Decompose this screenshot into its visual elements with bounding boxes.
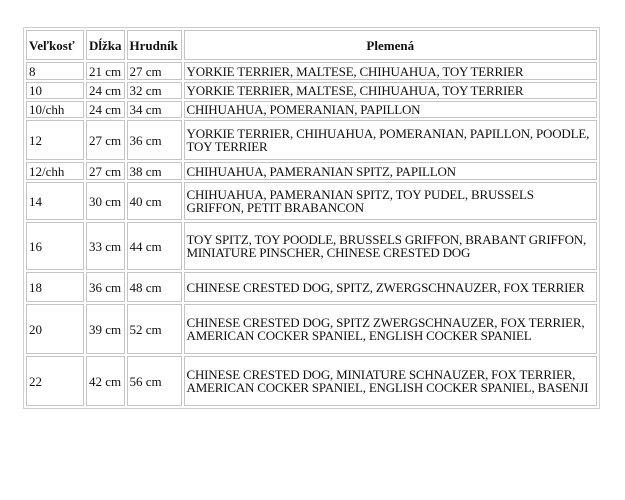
chest-cell: 48 cm xyxy=(126,272,182,302)
chest-cell: 27 cm xyxy=(126,62,182,80)
breeds-cell: TOY SPITZ, TOY POODLE, BRUSSELS GRIFFON,… xyxy=(183,222,597,270)
length-cell: 27 cm xyxy=(86,120,125,160)
table-row: 12 27 cm 36 cm YORKIE TERRIER, CHIHUAHUA, P… xyxy=(26,120,597,160)
size-cell: 10 xyxy=(26,82,84,99)
breeds-cell: CHIHUAHUA, POMERANIAN, PAPILLON xyxy=(183,101,597,118)
size-cell: 22 xyxy=(26,356,84,406)
chest-cell: 56 cm xyxy=(126,356,182,406)
size-cell: 12 xyxy=(26,120,84,160)
table-row: 8 21 cm 27 cm YORKIE TERRIER, MALTESE, CHIH… xyxy=(26,62,597,80)
size-cell: 10/chh xyxy=(26,101,84,118)
chest-cell: 36 cm xyxy=(126,120,182,160)
table-body: 8 21 cm 27 cm YORKIE TERRIER, MALTESE, CHIH… xyxy=(26,62,597,406)
chest-cell: 38 cm xyxy=(126,162,182,180)
breeds-cell: CHINESE CRESTED DOG, SPITZ ZWERGSCHNAUZE… xyxy=(183,304,597,354)
breeds-cell: YORKIE TERRIER, CHIHUAHUA, POMERANIAN, P… xyxy=(183,120,597,160)
header-row: Veľkosť Dĺžka Hrudník Plemená xyxy=(26,30,597,60)
table-row: 22 42 cm 56 cm CHINESE CRESTED DOG, MINIATU… xyxy=(26,356,597,406)
table-row: 20 39 cm 52 cm CHINESE CRESTED DOG, SPITZ Z… xyxy=(26,304,597,354)
length-cell: 42 cm xyxy=(86,356,125,406)
length-cell: 36 cm xyxy=(86,272,125,302)
table-row: 14 30 cm 40 cm CHIHUAHUA, PAMERANIAN SPITZ,… xyxy=(26,182,597,220)
table-row: 18 36 cm 48 cm CHINESE CRESTED DOG, SPITZ, … xyxy=(26,272,597,302)
breeds-cell: CHINESE CRESTED DOG, MINIATURE SCHNAUZER… xyxy=(183,356,597,406)
chest-cell: 44 cm xyxy=(126,222,182,270)
breeds-cell: CHIHUAHUA, PAMERANIAN SPITZ, PAPILLON xyxy=(183,162,597,180)
length-cell: 24 cm xyxy=(86,82,125,99)
breeds-cell: CHINESE CRESTED DOG, SPITZ, ZWERGSCHNAUZ… xyxy=(183,272,597,302)
size-cell: 20 xyxy=(26,304,84,354)
chest-cell: 34 cm xyxy=(126,101,182,118)
header-size: Veľkosť xyxy=(26,30,84,60)
header-length: Dĺžka xyxy=(86,30,125,60)
table-row: 10/chh 24 cm 34 cm CHIHUAHUA, POMERANIAN, P… xyxy=(26,101,597,118)
length-cell: 21 cm xyxy=(86,62,125,80)
breeds-cell: CHIHUAHUA, PAMERANIAN SPITZ, TOY PUDEL, … xyxy=(183,182,597,220)
table-row: 16 33 cm 44 cm TOY SPITZ, TOY POODLE, BRUSS… xyxy=(26,222,597,270)
size-cell: 16 xyxy=(26,222,84,270)
chest-cell: 32 cm xyxy=(126,82,182,99)
table-row: 12/chh 27 cm 38 cm CHIHUAHUA, PAMERANIAN SP… xyxy=(26,162,597,180)
length-cell: 39 cm xyxy=(86,304,125,354)
length-cell: 30 cm xyxy=(86,182,125,220)
length-cell: 24 cm xyxy=(86,101,125,118)
size-cell: 12/chh xyxy=(26,162,84,180)
table-row: 10 24 cm 32 cm YORKIE TERRIER, MALTESE, CHI… xyxy=(26,82,597,99)
header-breeds: Plemená xyxy=(183,30,597,60)
size-cell: 14 xyxy=(26,182,84,220)
breeds-cell: YORKIE TERRIER, MALTESE, CHIHUAHUA, TOY … xyxy=(183,62,597,80)
size-cell: 18 xyxy=(26,272,84,302)
size-cell: 8 xyxy=(26,62,84,80)
breeds-cell: YORKIE TERRIER, MALTESE, CHIHUAHUA, TOY … xyxy=(183,82,597,99)
chest-cell: 40 cm xyxy=(126,182,182,220)
length-cell: 33 cm xyxy=(86,222,125,270)
dog-size-table: Veľkosť Dĺžka Hrudník Plemená 8 21 cm 27 c… xyxy=(23,27,600,409)
length-cell: 27 cm xyxy=(86,162,125,180)
header-chest: Hrudník xyxy=(126,30,182,60)
chest-cell: 52 cm xyxy=(126,304,182,354)
